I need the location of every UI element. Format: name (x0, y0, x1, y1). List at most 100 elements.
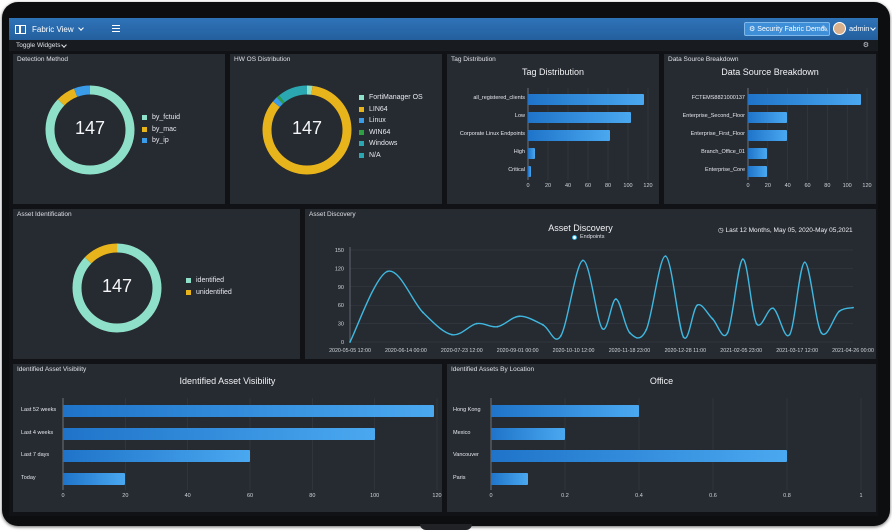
category-label: Corporate Linux Endpoints (459, 131, 525, 137)
bar[interactable] (491, 450, 787, 463)
data-point[interactable] (581, 259, 584, 262)
data-point[interactable] (726, 331, 729, 334)
data-point[interactable] (645, 328, 648, 331)
data-point[interactable] (682, 336, 685, 338)
legend-swatch (359, 95, 364, 101)
security-fabric-button[interactable]: ⚙ Security Fabric Demo (744, 22, 830, 36)
data-point[interactable] (664, 255, 667, 258)
data-point[interactable] (852, 306, 854, 309)
data-point[interactable] (559, 334, 562, 337)
data-point[interactable] (386, 270, 389, 273)
data-point[interactable] (696, 304, 699, 307)
user-menu[interactable]: admin (849, 24, 877, 33)
bar[interactable] (528, 129, 610, 141)
bar[interactable] (748, 129, 787, 141)
category-label: Last 52 weeks (21, 407, 57, 414)
bar[interactable] (528, 93, 644, 105)
date-range-label[interactable]: ◷ Last 12 Months, May 05, 2020-May 05,20… (718, 226, 853, 234)
x-tick-label: 2020-12-28 11:00 (665, 348, 706, 354)
bar[interactable] (528, 111, 631, 123)
category-label: Vancouver (453, 452, 479, 459)
legend-swatch (359, 152, 364, 158)
legend-item[interactable]: Windows (359, 138, 423, 150)
avatar[interactable] (833, 22, 846, 35)
donut-slice-4[interactable] (262, 85, 352, 175)
donut-slice-1[interactable] (262, 85, 352, 175)
data-point[interactable] (628, 331, 631, 334)
y-tick-label: 0 (341, 340, 344, 346)
data-point[interactable] (772, 307, 774, 310)
legend-item[interactable]: FortiManager OS (359, 92, 423, 104)
detection-legend: by_fctuid by_mac by_ip (142, 112, 180, 147)
legend-swatch (142, 115, 147, 121)
bar[interactable] (63, 450, 250, 463)
data-point[interactable] (475, 322, 478, 325)
x-tick-label: 0 (746, 183, 750, 189)
security-fabric-label: Security Fabric Demo (757, 25, 825, 33)
legend-item[interactable]: N/A (359, 150, 423, 162)
category-label: Mexico (453, 429, 471, 436)
data-point[interactable] (741, 258, 744, 261)
x-tick-label: 0 (489, 493, 493, 499)
x-tick-label: 100 (370, 493, 380, 499)
data-point[interactable] (496, 325, 499, 328)
legend-item[interactable]: by_mac (142, 124, 180, 136)
legend-item[interactable]: LIN64 (359, 104, 423, 116)
bar[interactable] (528, 147, 535, 159)
menu-icon[interactable] (112, 25, 120, 32)
legend-item[interactable]: unidentified (186, 287, 232, 299)
data-point[interactable] (601, 327, 604, 330)
legend-item[interactable]: WIN64 (359, 127, 423, 139)
bar[interactable] (748, 147, 767, 159)
data-point[interactable] (451, 333, 453, 336)
legend-swatch (359, 141, 364, 147)
category-label: Hong Kong (453, 407, 481, 414)
data-point[interactable] (803, 261, 806, 264)
settings-gear-icon[interactable]: ⚙ (862, 42, 869, 49)
data-point[interactable] (755, 322, 758, 325)
legend-swatch (359, 129, 364, 135)
detection-donut-chart (45, 85, 135, 175)
y-tick-label: 120 (335, 266, 344, 272)
bar[interactable] (748, 165, 767, 177)
category-label: Enterprise_First_Floor (690, 131, 745, 137)
legend-item[interactable]: by_fctuid (142, 112, 180, 124)
bar[interactable] (528, 165, 531, 177)
wrench-icon[interactable]: ✎ (821, 24, 829, 34)
data-point[interactable] (422, 311, 424, 314)
x-tick-label: 60 (584, 183, 592, 189)
data-point[interactable] (615, 298, 617, 300)
legend-item[interactable]: identified (186, 275, 232, 287)
bar[interactable] (63, 427, 375, 440)
donut-slice-2[interactable] (45, 85, 135, 175)
data-point[interactable] (788, 333, 791, 336)
data-point[interactable] (349, 341, 351, 343)
legend-label: by_ip (152, 137, 169, 145)
bar[interactable] (491, 405, 639, 418)
legend-item[interactable]: by_ip (142, 135, 180, 147)
x-tick-label: 40 (784, 183, 791, 189)
donut-total: 147 (291, 118, 323, 138)
bar[interactable] (748, 111, 787, 123)
x-tick-label: 60 (246, 493, 254, 499)
identified-asset-visibility-widget: Identified Asset Visibility Identified A… (13, 364, 442, 512)
data-point[interactable] (838, 310, 841, 313)
fabric-view-selector[interactable]: Fabric View (32, 25, 84, 34)
data-point[interactable] (518, 315, 521, 318)
donut-slice-1[interactable] (72, 243, 162, 333)
toggle-widgets-button[interactable]: Toggle Widgets (16, 42, 68, 49)
data-point[interactable] (820, 331, 823, 334)
data-point[interactable] (711, 317, 714, 320)
x-tick-label: 2020-05-05 12:00 (329, 348, 371, 354)
x-tick-label: 40 (184, 493, 191, 499)
bar[interactable] (63, 472, 126, 485)
series-line-endpoints[interactable] (349, 255, 854, 343)
bar[interactable] (491, 472, 528, 485)
bar[interactable] (748, 93, 862, 105)
top-navigation-bar: Fabric View ⚙ Security Fabric Demo ✎ adm… (9, 18, 878, 40)
category-label: Branch_Office_01 (701, 149, 745, 155)
bar[interactable] (491, 427, 565, 440)
legend-item[interactable]: Linux (359, 115, 423, 127)
bar[interactable] (63, 405, 434, 418)
data-point[interactable] (542, 323, 544, 326)
